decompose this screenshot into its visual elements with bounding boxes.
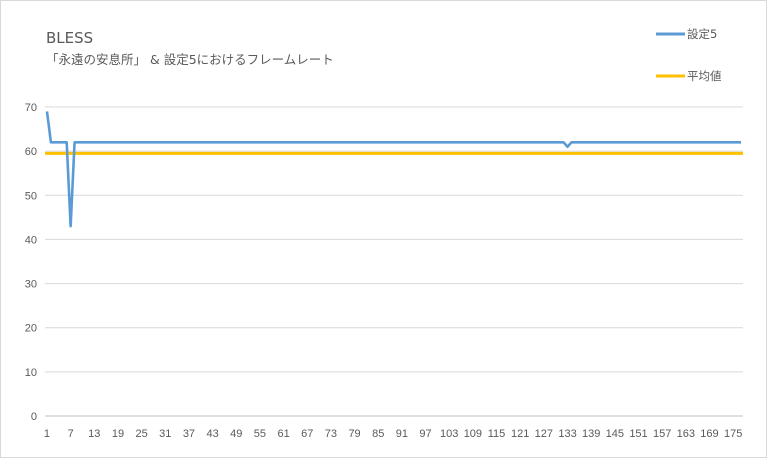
y-tick-label: 10 bbox=[25, 367, 37, 379]
x-tick-label: 127 bbox=[535, 428, 553, 440]
y-tick-label: 30 bbox=[25, 279, 37, 291]
x-tick-label: 25 bbox=[135, 428, 147, 440]
y-axis-ticks: 0 10 20 30 40 50 60 70 bbox=[25, 102, 37, 423]
y-tick-label: 40 bbox=[25, 234, 37, 246]
x-tick-label: 43 bbox=[206, 428, 218, 440]
x-tick-label: 139 bbox=[582, 428, 600, 440]
x-tick-label: 13 bbox=[88, 428, 100, 440]
x-tick-label: 157 bbox=[653, 428, 671, 440]
series-group bbox=[45, 111, 743, 228]
x-tick-label: 151 bbox=[629, 428, 647, 440]
y-tick-label: 70 bbox=[25, 102, 37, 114]
y-tick-label: 0 bbox=[31, 411, 37, 423]
x-tick-label: 103 bbox=[440, 428, 458, 440]
legend-label-series-1: 設定5 bbox=[687, 27, 717, 41]
x-tick-label: 19 bbox=[112, 428, 124, 440]
x-tick-label: 163 bbox=[677, 428, 695, 440]
y-tick-label: 20 bbox=[25, 323, 37, 335]
x-tick-label: 91 bbox=[396, 428, 408, 440]
x-tick-label: 37 bbox=[183, 428, 195, 440]
chart-title: BLESS bbox=[46, 29, 93, 47]
x-tick-label: 85 bbox=[372, 428, 384, 440]
gridlines bbox=[45, 106, 743, 417]
x-tick-label: 73 bbox=[325, 428, 337, 440]
y-tick-label: 50 bbox=[25, 190, 37, 202]
x-tick-label: 169 bbox=[700, 428, 718, 440]
x-tick-label: 97 bbox=[419, 428, 431, 440]
x-tick-label: 121 bbox=[511, 428, 529, 440]
x-tick-label: 67 bbox=[301, 428, 313, 440]
y-tick-label: 60 bbox=[25, 146, 37, 158]
x-tick-label: 55 bbox=[254, 428, 266, 440]
legend: 設定5 平均値 bbox=[656, 27, 722, 83]
x-tick-label: 31 bbox=[159, 428, 171, 440]
x-tick-label: 145 bbox=[606, 428, 624, 440]
x-tick-label: 61 bbox=[277, 428, 289, 440]
x-tick-label: 133 bbox=[558, 428, 576, 440]
x-tick-label: 115 bbox=[488, 428, 506, 440]
x-tick-label: 79 bbox=[348, 428, 360, 440]
x-tick-label: 109 bbox=[464, 428, 482, 440]
series-line-setting5 bbox=[45, 111, 742, 228]
x-tick-label: 7 bbox=[68, 428, 74, 440]
legend-label-series-2: 平均値 bbox=[687, 69, 722, 83]
x-axis-ticks: 1 7 13 19 25 31 37 43 49 55 61 67 73 79 85 91 97 103 109 11… bbox=[44, 428, 742, 440]
x-tick-label: 49 bbox=[230, 428, 242, 440]
chart-subtitle: 「永遠の安息所」 & 設定5におけるフレームレート bbox=[46, 52, 334, 67]
x-tick-label: 1 bbox=[44, 428, 50, 440]
x-tick-label: 175 bbox=[724, 428, 742, 440]
